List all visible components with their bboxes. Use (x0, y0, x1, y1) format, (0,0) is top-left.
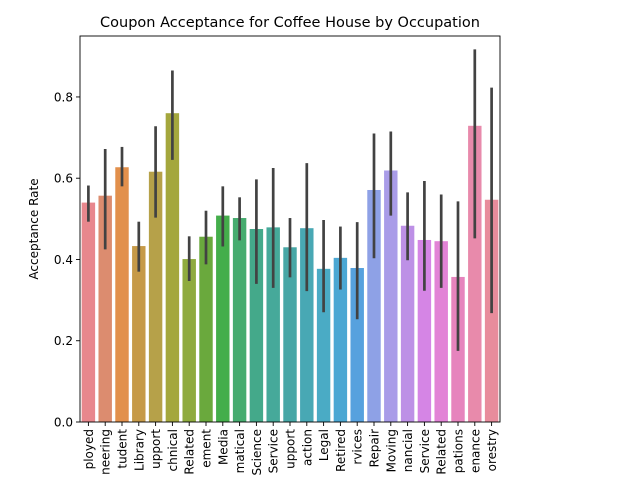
bar-23 (468, 125, 482, 423)
x-tick-label-18: Moving (384, 429, 398, 472)
x-tick-label-10: Science (250, 429, 264, 476)
bar-12 (283, 247, 297, 422)
x-tick-label-11: Service (267, 429, 281, 473)
x-tick-label-0: ployed (82, 429, 96, 469)
bar-16 (350, 268, 364, 422)
x-tick-label-3: Library (132, 429, 146, 471)
bar-4 (148, 171, 163, 422)
bar-21 (434, 241, 448, 422)
bar-8 (216, 215, 230, 422)
bar-11 (266, 227, 280, 422)
bar-7 (199, 236, 213, 422)
bar-6 (182, 259, 196, 422)
bar-5 (165, 113, 180, 422)
y-tick-label-4: 0.8 (54, 90, 73, 104)
y-tick-label-0: 0.0 (54, 415, 73, 429)
bar-2 (115, 167, 129, 422)
x-axis-ticks: ployed neering tudent Library upport chnical R… (82, 422, 499, 476)
bar-1 (98, 195, 112, 422)
x-tick-label-1: neering (99, 429, 113, 475)
bar-3 (132, 246, 146, 422)
x-tick-label-13: action (300, 429, 314, 466)
y-axis-label: Acceptance Rate (27, 178, 41, 279)
bar-17 (367, 189, 381, 422)
bar-15 (333, 257, 348, 422)
y-axis-ticks: 0.0 0.2 0.4 0.6 0.8 (54, 90, 80, 429)
x-tick-label-16: rvices (351, 429, 365, 465)
x-tick-label-4: upport (149, 429, 163, 469)
x-tick-label-22: pations (452, 429, 466, 473)
bar-10 (249, 229, 264, 422)
x-tick-label-5: chnical (166, 429, 180, 471)
x-tick-label-21: Related (435, 429, 449, 475)
bar-0 (81, 202, 96, 422)
x-tick-label-14: Legal (317, 429, 331, 461)
x-tick-label-9: matical (233, 429, 247, 473)
bar-19 (400, 225, 415, 422)
x-tick-label-12: upport (284, 429, 298, 469)
y-tick-label-3: 0.6 (54, 172, 73, 186)
x-tick-label-24: orestry (485, 429, 499, 471)
x-tick-label-23: enance (468, 429, 482, 473)
x-tick-label-6: Related (183, 429, 197, 475)
x-tick-label-20: Service (418, 429, 432, 473)
bar-9 (232, 218, 247, 422)
x-tick-label-7: ement (200, 429, 214, 468)
x-tick-label-17: Repair (368, 429, 382, 467)
error-bars-group (87, 49, 493, 351)
y-tick-label-1: 0.2 (54, 334, 73, 348)
x-tick-label-8: Media (216, 429, 230, 465)
chart-title: Coupon Acceptance for Coffee House by Oc… (100, 15, 480, 31)
bars-group (81, 113, 499, 423)
x-tick-label-2: tudent (116, 429, 130, 469)
bar-20 (417, 239, 432, 422)
y-tick-label-2: 0.4 (54, 253, 73, 267)
x-tick-label-15: Retired (334, 429, 348, 472)
bar-14 (316, 268, 331, 422)
bar-13 (300, 228, 314, 422)
bar-18 (384, 170, 398, 422)
x-tick-label-19: nancial (401, 429, 415, 472)
